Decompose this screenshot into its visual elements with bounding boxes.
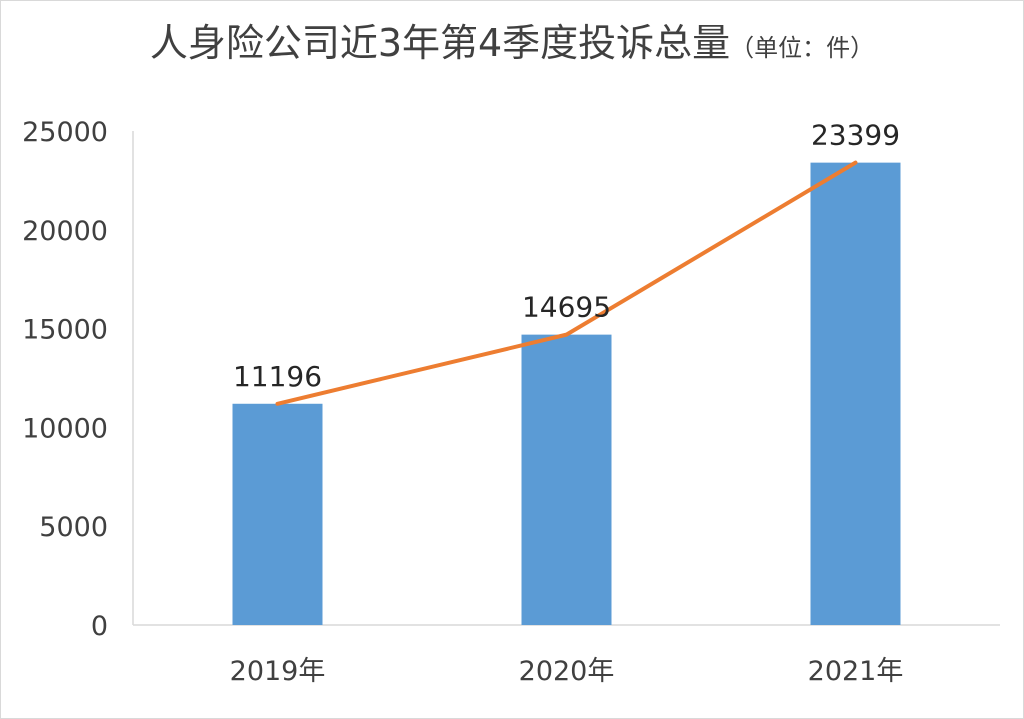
bar — [232, 403, 323, 625]
y-tick-label: 15000 — [22, 315, 108, 346]
y-tick-label: 25000 — [22, 117, 108, 148]
chart-title: 人身险公司近3年第4季度投诉总量（单位：件） — [0, 12, 1024, 67]
y-tick-label: 10000 — [22, 413, 108, 444]
x-category-label: 2020年 — [519, 656, 615, 687]
chart-title-main: 人身险公司近3年第4季度投诉总量 — [149, 21, 731, 65]
trend-line-series — [275, 160, 858, 406]
y-tick-label: 5000 — [39, 512, 108, 543]
x-axis-categories: 2019年 2020年 2021年 — [230, 656, 904, 687]
data-labels: 11196 14695 23399 — [233, 119, 900, 393]
bar — [810, 162, 901, 626]
data-label: 23399 — [811, 119, 900, 152]
y-axis-ticks: 0 5000 10000 15000 20000 25000 — [22, 117, 108, 642]
data-label: 14695 — [522, 291, 611, 324]
bar — [521, 334, 612, 625]
data-label: 11196 — [233, 360, 322, 393]
x-category-label: 2019年 — [230, 656, 326, 687]
x-category-label: 2021年 — [808, 656, 904, 687]
y-tick-label: 0 — [91, 611, 108, 642]
chart-title-unit: （单位：件） — [730, 34, 875, 62]
y-tick-label: 20000 — [22, 216, 108, 247]
bar-series — [232, 162, 901, 626]
